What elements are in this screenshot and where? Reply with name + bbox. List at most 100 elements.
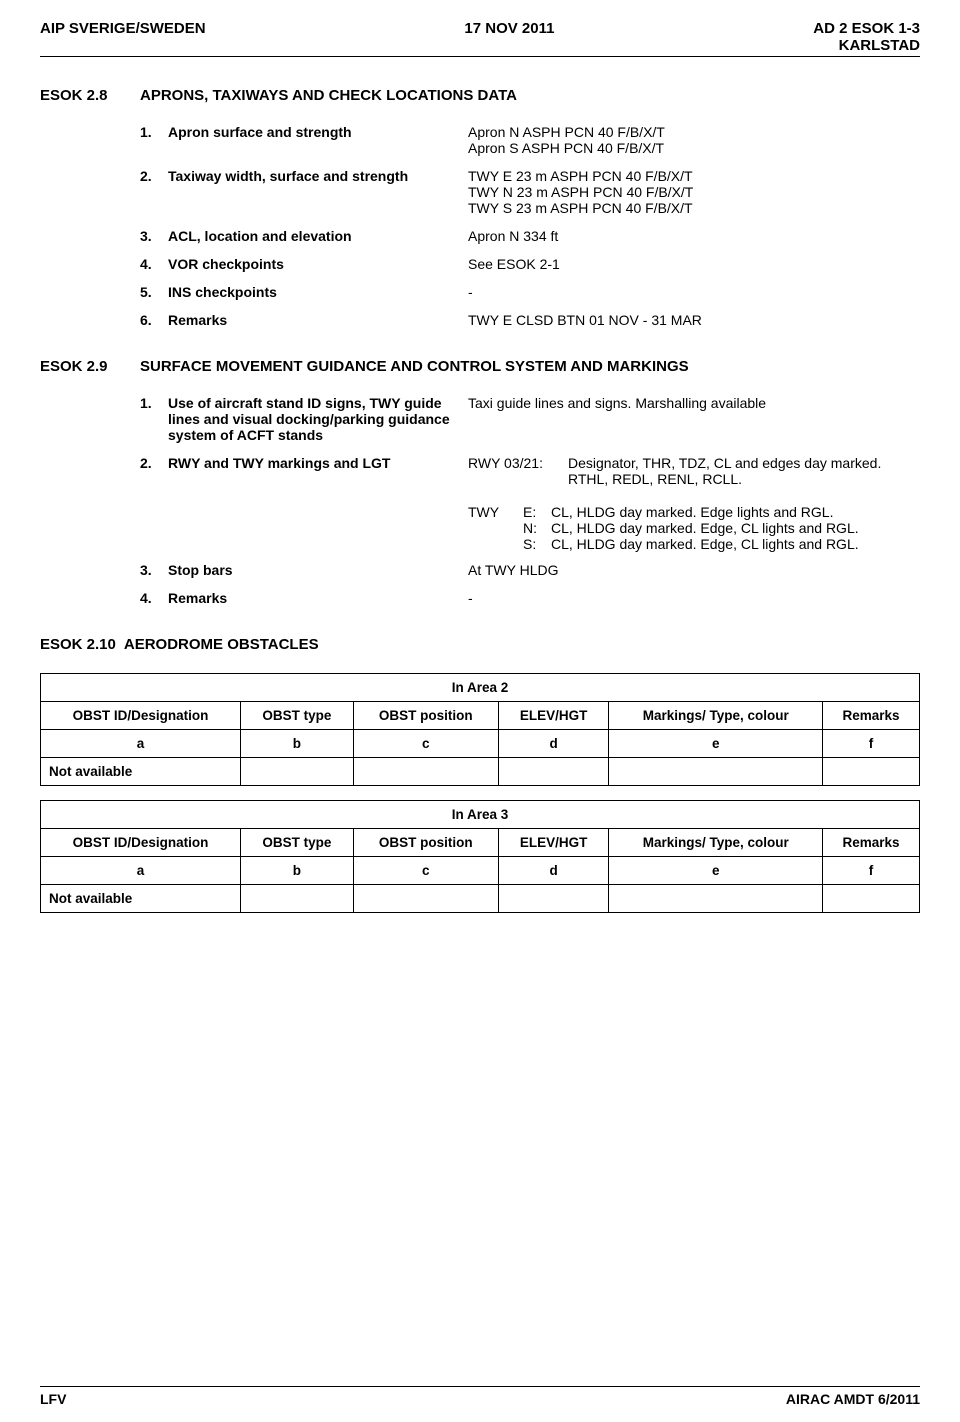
item-value-line: TWY N 23 m ASPH PCN 40 F/B/X/T [468,184,920,200]
table-cell: OBST type [241,702,354,730]
table-cell: Remarks [822,829,919,857]
item-value-line: Apron N 334 ft [468,228,920,244]
header-right-line1: AD 2 ESOK 1-3 [813,20,920,37]
item-value: - [468,284,920,300]
area2-na: Not available [41,758,241,786]
s29-item-1: 1. Use of aircraft stand ID signs, TWY g… [40,395,920,443]
area2-headers: OBST ID/DesignationOBST typeOBST positio… [41,702,920,730]
table-cell: c [353,730,498,758]
table-cell: OBST ID/Designation [41,829,241,857]
area3-headers: OBST ID/DesignationOBST typeOBST positio… [41,829,920,857]
page-footer: LFV AIRAC AMDT 6/2011 [40,1386,920,1407]
item-num: 3. [140,228,168,244]
empty-cell [353,758,498,786]
item-value: See ESOK 2-1 [468,256,920,272]
area2-na-row: Not available [41,758,920,786]
rwy-desc: Designator, THR, TDZ, CL and edges day m… [568,455,920,487]
obstacles-area3-table: In Area 3 OBST ID/DesignationOBST typeOB… [40,800,920,913]
item-value-line: TWY E CLSD BTN 01 NOV - 31 MAR [468,312,920,328]
empty-cell [498,758,609,786]
item-value: TWY E 23 m ASPH PCN 40 F/B/X/TTWY N 23 m… [468,168,920,216]
section-28-item: 6.RemarksTWY E CLSD BTN 01 NOV - 31 MAR [40,312,920,328]
section-28-item: 4.VOR checkpointsSee ESOK 2-1 [40,256,920,272]
item-label: VOR checkpoints [168,256,468,272]
empty-cell [241,758,354,786]
item-label: Stop bars [168,562,468,578]
area2-title: In Area 2 [41,674,920,702]
item-num: 6. [140,312,168,328]
table-cell: d [498,857,609,885]
twy-sub: E: [523,504,551,520]
item-num: 1. [140,124,168,156]
section-28-item: 1.Apron surface and strengthApron N ASPH… [40,124,920,156]
item-value: TWY E CLSD BTN 01 NOV - 31 MAR [468,312,920,328]
table-cell: OBST position [353,829,498,857]
area3-na: Not available [41,885,241,913]
item-value: At TWY HLDG [468,562,920,578]
table-cell: e [609,730,823,758]
empty-cell [822,885,919,913]
section-28-heading: APRONS, TAXIWAYS AND CHECK LOCATIONS DAT… [140,87,517,104]
rwy-desc-2: RTHL, REDL, RENL, RCLL. [568,471,920,487]
page-header: AIP SVERIGE/SWEDEN 17 NOV 2011 AD 2 ESOK… [40,20,920,57]
table-cell: d [498,730,609,758]
rwy-key: RWY 03/21: [468,455,568,487]
item-num: 1. [140,395,168,443]
item-num: 5. [140,284,168,300]
item-value: - [468,590,920,606]
twy-row: TWYE:CL, HLDG day marked. Edge lights an… [468,504,920,520]
item-value-line: Apron S ASPH PCN 40 F/B/X/T [468,140,920,156]
item-value: Apron N 334 ft [468,228,920,244]
section-28-item: 3.ACL, location and elevationApron N 334… [40,228,920,244]
empty-cell [822,758,919,786]
item-value: RWY 03/21: Designator, THR, TDZ, CL and … [468,455,920,490]
header-left: AIP SVERIGE/SWEDEN [40,20,206,54]
empty-cell [609,758,823,786]
section-210-title: ESOK 2.10 AERODROME OBSTACLES [40,636,920,653]
item-value-line: See ESOK 2-1 [468,256,920,272]
rwy-desc-1: Designator, THR, TDZ, CL and edges day m… [568,455,920,471]
table-cell: ELEV/HGT [498,702,609,730]
item-label: Remarks [168,590,468,606]
table-cell: Markings/ Type, colour [609,702,823,730]
table-cell: a [41,730,241,758]
item-label: Remarks [168,312,468,328]
table-cell: ELEV/HGT [498,829,609,857]
item-value-line: Apron N ASPH PCN 40 F/B/X/T [468,124,920,140]
table-cell: OBST ID/Designation [41,702,241,730]
section-29-title: ESOK 2.9 SURFACE MOVEMENT GUIDANCE AND C… [40,358,920,375]
table-cell: OBST position [353,702,498,730]
empty-cell [353,885,498,913]
table-cell: c [353,857,498,885]
item-label: INS checkpoints [168,284,468,300]
section-28-code: ESOK 2.8 [40,87,140,104]
section-29-heading: SURFACE MOVEMENT GUIDANCE AND CONTROL SY… [140,358,689,375]
item-value-line: TWY S 23 m ASPH PCN 40 F/B/X/T [468,200,920,216]
item-label: RWY and TWY markings and LGT [168,455,468,490]
empty-cell [498,885,609,913]
twy-key: TWY [468,504,523,520]
item-num: 4. [140,590,168,606]
footer-left: LFV [40,1391,66,1407]
item-label: ACL, location and elevation [168,228,468,244]
twy-key [468,520,523,536]
section-28-title: ESOK 2.8 APRONS, TAXIWAYS AND CHECK LOCA… [40,87,920,104]
twy-row: S:CL, HLDG day marked. Edge, CL lights a… [468,536,920,552]
s29-item-4: 4. Remarks - [40,590,920,606]
area3-na-row: Not available [41,885,920,913]
twy-sub: S: [523,536,551,552]
item-value: Apron N ASPH PCN 40 F/B/X/TApron S ASPH … [468,124,920,156]
obstacles-area2-table: In Area 2 OBST ID/DesignationOBST typeOB… [40,673,920,786]
empty-cell [241,885,354,913]
section-28-items: 1.Apron surface and strengthApron N ASPH… [40,124,920,328]
empty-cell [609,885,823,913]
twy-sub: N: [523,520,551,536]
footer-right: AIRAC AMDT 6/2011 [786,1391,920,1407]
table-cell: b [241,730,354,758]
table-cell: e [609,857,823,885]
item-label: Apron surface and strength [168,124,468,156]
twy-desc: CL, HLDG day marked. Edge, CL lights and… [551,536,859,552]
section-210-code: ESOK 2.10 [40,636,116,653]
item-label: Taxiway width, surface and strength [168,168,468,216]
item-num: 4. [140,256,168,272]
